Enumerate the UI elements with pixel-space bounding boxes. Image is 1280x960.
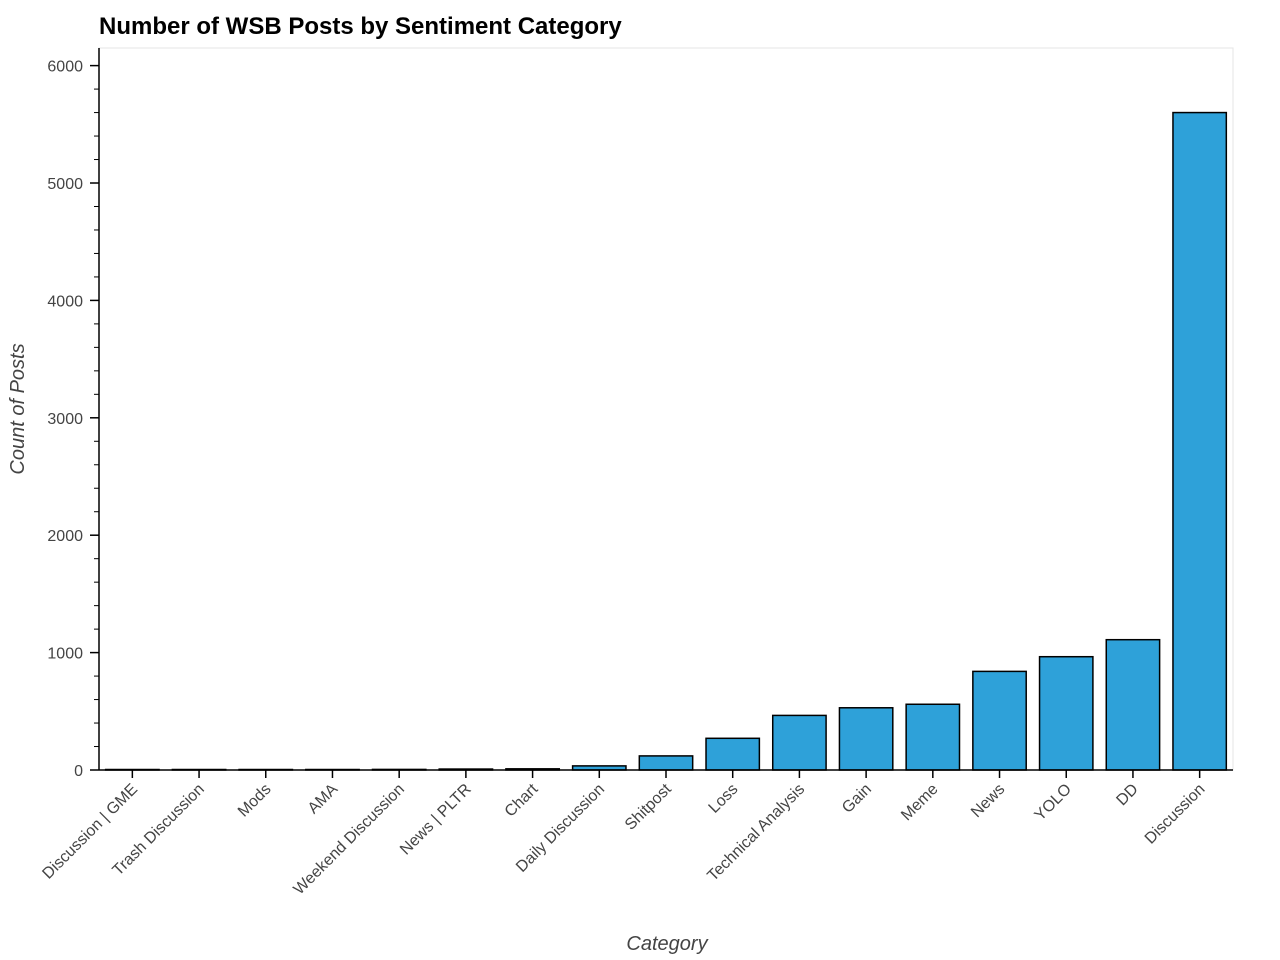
bar-technical-analysis [771,714,827,771]
x-tick-label-ama: AMA [305,781,342,818]
bar-meme [905,703,961,771]
x-tick-label-meme: Meme [898,781,942,825]
bar-shitpost [638,755,694,771]
y-tick-label-6000: 6000 [47,59,83,76]
bar-news [972,670,1027,771]
y-tick-label-2000: 2000 [47,528,83,545]
chart-title: Number of WSB Posts by Sentiment Categor… [99,13,622,40]
bars-layer [104,111,1228,771]
x-tick-label-news: News [968,781,1008,821]
x-tick-label-chart: Chart [502,780,542,820]
x-tick-label-discussion: Discussion [1142,781,1209,848]
bar-dd [1105,638,1161,771]
x-axis-label: Category [626,933,708,955]
y-tick-label-0: 0 [74,763,83,780]
bar-discussion [1172,111,1228,771]
x-tick-label-mods: Mods [235,781,275,821]
x-tick-label-loss: Loss [706,781,742,817]
y-axis-label: Count of Posts [7,343,29,474]
bar-loss [705,737,761,771]
x-tick-label-shitpost: Shitpost [622,780,675,833]
x-tick-label-dd: DD [1113,781,1141,809]
x-tick-label-gain: Gain [839,781,875,817]
x-tick-label-news-pltr: News | PLTR [397,781,475,859]
y-tick-label-1000: 1000 [47,646,83,663]
bar-gain [838,707,894,771]
y-tick-label-4000: 4000 [47,293,83,310]
x-tick-label-weekend-discussion: Weekend Discussion [291,781,408,898]
x-tick-label-yolo: YOLO [1032,781,1075,824]
y-tick-label-5000: 5000 [47,176,83,193]
y-tick-label-3000: 3000 [47,411,83,428]
bar-yolo [1038,655,1094,771]
